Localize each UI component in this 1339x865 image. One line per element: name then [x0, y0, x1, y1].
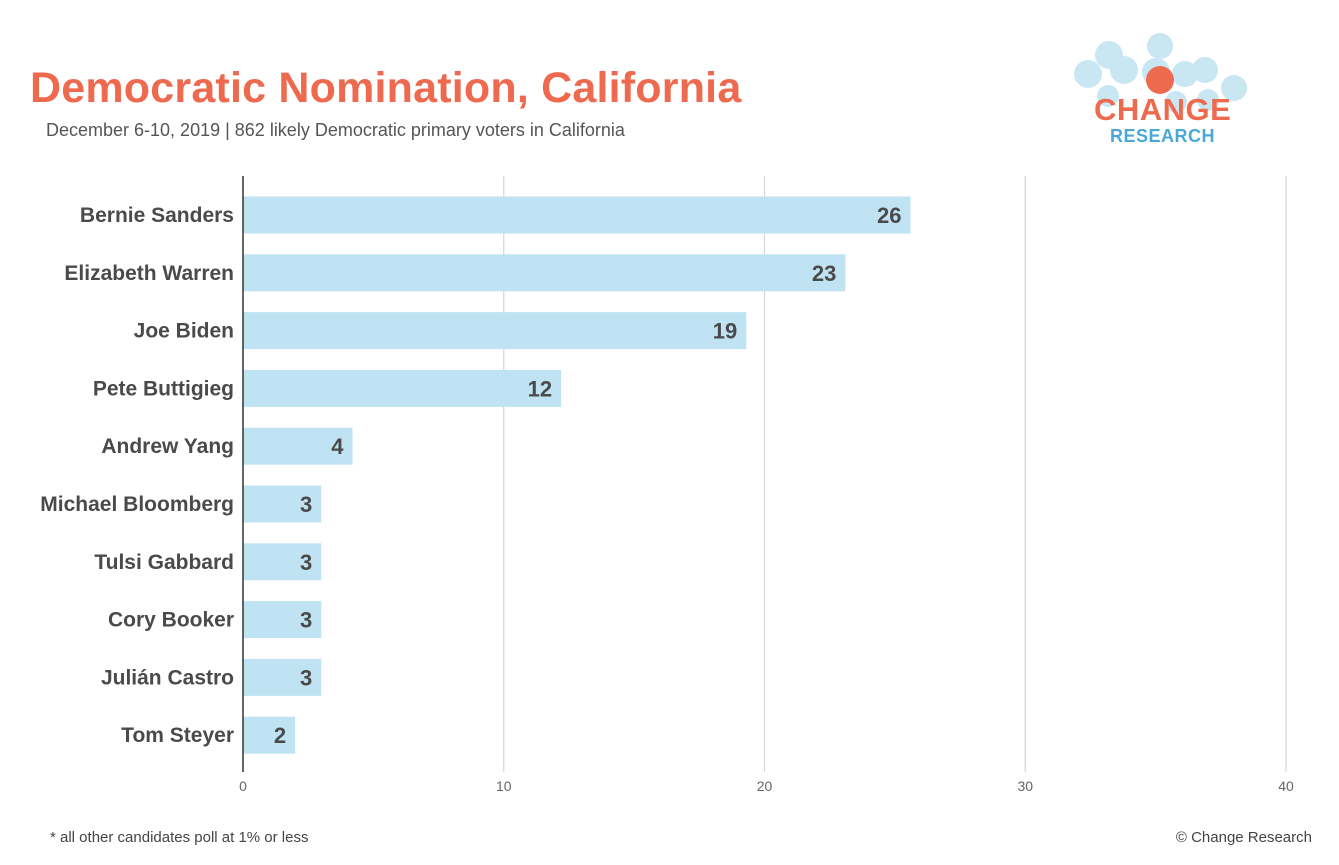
- change-research-logo: CHANGE RESEARCH: [1068, 30, 1258, 150]
- value-label-7: 3: [300, 608, 312, 633]
- bar-0: [243, 196, 911, 234]
- value-label-6: 3: [300, 550, 312, 575]
- chart-title: Democratic Nomination, California: [30, 64, 742, 112]
- bar-2: [243, 312, 747, 350]
- bar-4: [243, 427, 353, 465]
- x-tick-label-20: 20: [757, 778, 773, 794]
- bar-7: [243, 601, 322, 639]
- bar-5: [243, 485, 322, 523]
- category-label-6: Tulsi Gabbard: [94, 551, 234, 574]
- category-label-1: Elizabeth Warren: [64, 262, 234, 285]
- value-label-3: 12: [528, 376, 552, 401]
- bar-6: [243, 543, 322, 581]
- category-label-0: Bernie Sanders: [80, 204, 234, 227]
- x-tick-label-10: 10: [496, 778, 512, 794]
- bar-8: [243, 658, 322, 696]
- x-tick-label-0: 0: [239, 778, 247, 794]
- category-label-4: Andrew Yang: [101, 435, 234, 458]
- logo-word-change: CHANGE: [1094, 92, 1232, 127]
- value-label-4: 4: [331, 434, 344, 459]
- category-label-8: Julián Castro: [101, 666, 234, 689]
- footnote: * all other candidates poll at 1% or les…: [50, 829, 309, 846]
- x-tick-label-30: 30: [1017, 778, 1033, 794]
- category-label-3: Pete Buttigieg: [93, 377, 234, 400]
- category-label-7: Cory Booker: [108, 609, 234, 632]
- value-label-9: 2: [274, 723, 286, 748]
- category-label-5: Michael Bloomberg: [40, 493, 234, 516]
- value-label-0: 26: [877, 203, 901, 228]
- value-label-5: 3: [300, 492, 312, 517]
- bar-9: [243, 716, 296, 754]
- value-label-1: 23: [812, 261, 836, 286]
- value-label-2: 19: [713, 319, 737, 344]
- bar-3: [243, 369, 562, 407]
- category-label-9: Tom Steyer: [121, 724, 234, 747]
- bar-1: [243, 254, 846, 292]
- category-label-2: Joe Biden: [134, 320, 234, 343]
- logo-bubbles-icon: [1074, 33, 1247, 113]
- x-tick-label-40: 40: [1278, 778, 1294, 794]
- logo-word-research: RESEARCH: [1110, 126, 1216, 146]
- copyright: © Change Research: [1175, 829, 1312, 846]
- chart-subtitle: December 6-10, 2019 | 862 likely Democra…: [46, 120, 625, 140]
- value-label-8: 3: [300, 665, 312, 690]
